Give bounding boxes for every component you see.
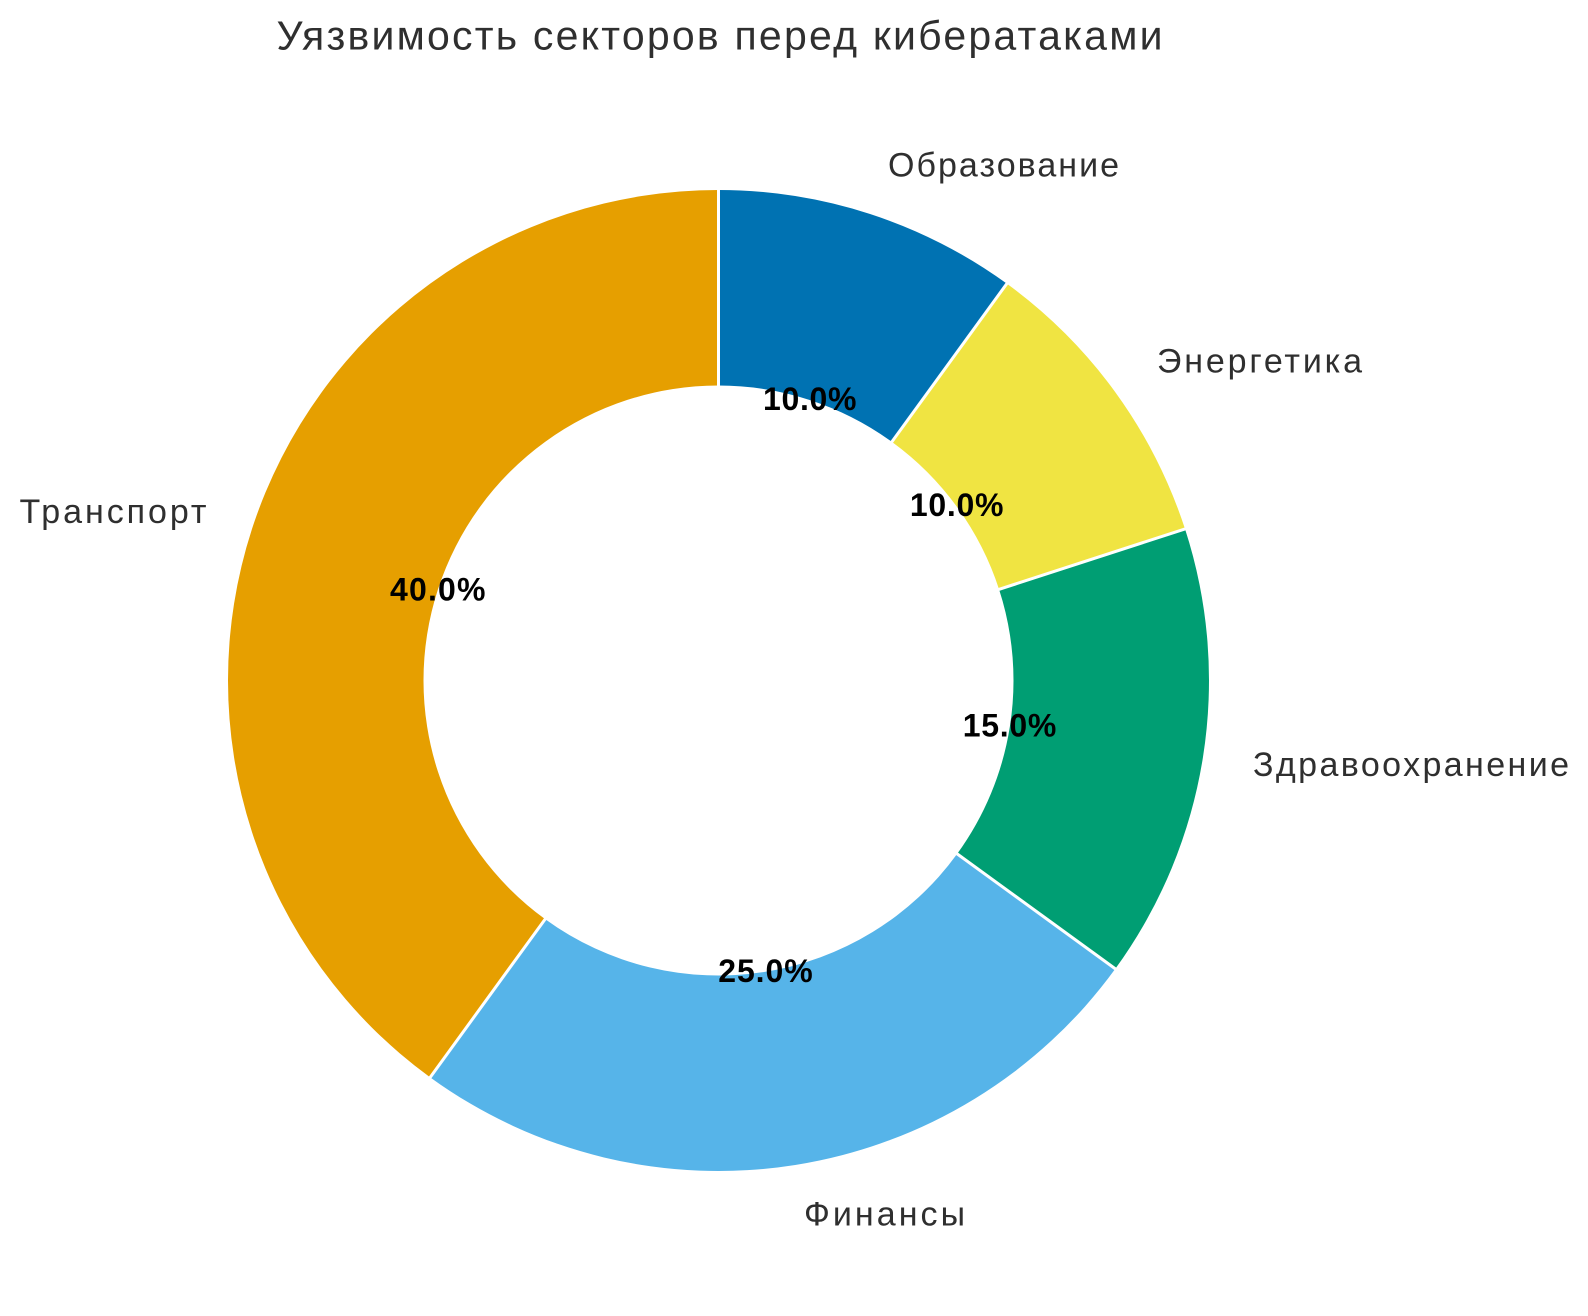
svg-text:Энергетика: Энергетика <box>1157 343 1362 381</box>
svg-text:Уязвимость секторов перед кибе: Уязвимость секторов перед кибератаками <box>277 12 1163 58</box>
svg-text:Транспорт: Транспорт <box>20 493 207 531</box>
svg-text:Финансы: Финансы <box>804 1196 965 1234</box>
svg-text:10.0%: 10.0% <box>910 487 1004 523</box>
svg-text:Образование: Образование <box>888 146 1119 184</box>
svg-text:Здравоохранение: Здравоохранение <box>1253 746 1569 784</box>
svg-text:10.0%: 10.0% <box>763 381 857 417</box>
svg-text:15.0%: 15.0% <box>963 708 1057 744</box>
svg-text:25.0%: 25.0% <box>718 953 813 989</box>
svg-text:40.0%: 40.0% <box>390 571 486 607</box>
